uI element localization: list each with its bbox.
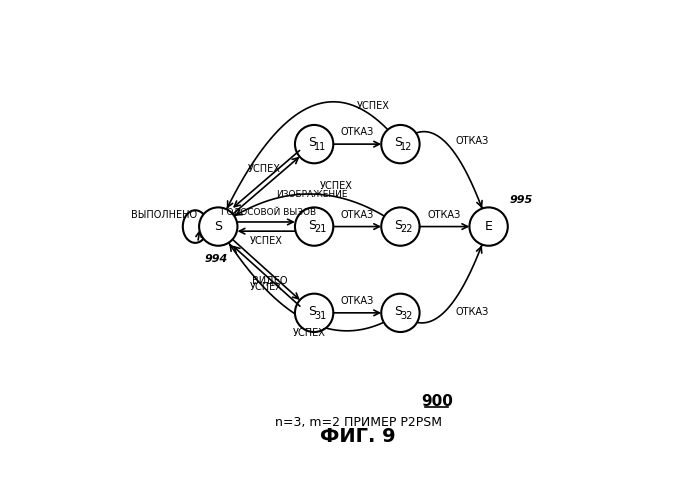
Text: ОТКАЗ: ОТКАЗ — [456, 136, 489, 146]
Text: УСПЕХ: УСПЕХ — [248, 164, 281, 174]
Text: S: S — [308, 305, 316, 318]
Circle shape — [295, 125, 333, 163]
Text: УСПЕХ: УСПЕХ — [250, 281, 282, 292]
Text: S: S — [394, 136, 403, 149]
Circle shape — [381, 125, 419, 163]
Text: 12: 12 — [401, 142, 412, 152]
Text: ГОЛОСОВОЙ ВЫЗОВ: ГОЛОСОВОЙ ВЫЗОВ — [221, 208, 316, 217]
Text: S: S — [394, 305, 403, 318]
Text: ОТКАЗ: ОТКАЗ — [456, 307, 489, 317]
Text: УСПЕХ: УСПЕХ — [293, 328, 326, 338]
Text: УСПЕХ: УСПЕХ — [320, 181, 353, 191]
Text: 32: 32 — [401, 311, 412, 321]
Text: ФИГ. 9: ФИГ. 9 — [320, 427, 396, 446]
Text: ОТКАЗ: ОТКАЗ — [428, 210, 461, 220]
Text: 995: 995 — [510, 196, 533, 206]
Text: ИЗОБРАЖЕНИЕ: ИЗОБРАЖЕНИЕ — [276, 190, 347, 199]
Text: ОТКАЗ: ОТКАЗ — [340, 296, 374, 306]
Circle shape — [470, 207, 507, 246]
Text: 900: 900 — [421, 394, 453, 409]
Text: n=3, m=2 ПРИМЕР P2PSM: n=3, m=2 ПРИМЕР P2PSM — [275, 416, 442, 429]
Text: E: E — [484, 220, 493, 233]
Text: 22: 22 — [401, 224, 413, 234]
Text: УСПЕХ: УСПЕХ — [250, 236, 282, 246]
Text: УСПЕХ: УСПЕХ — [356, 101, 389, 111]
Text: 994: 994 — [205, 254, 228, 264]
Text: 31: 31 — [314, 311, 326, 321]
Text: S: S — [308, 219, 316, 232]
Circle shape — [381, 207, 419, 246]
Text: 11: 11 — [314, 142, 326, 152]
Text: S: S — [215, 220, 222, 233]
Text: ОТКАЗ: ОТКАЗ — [340, 210, 374, 220]
Circle shape — [199, 207, 238, 246]
Text: ОТКАЗ: ОТКАЗ — [340, 127, 374, 137]
Circle shape — [295, 207, 333, 246]
Text: ВЫПОЛНЕНО: ВЫПОЛНЕНО — [131, 210, 197, 220]
Text: S: S — [308, 136, 316, 149]
Text: ВИДЕО: ВИДЕО — [252, 276, 288, 286]
Text: S: S — [394, 219, 403, 232]
Text: 21: 21 — [314, 224, 326, 234]
Circle shape — [381, 294, 419, 332]
Circle shape — [295, 294, 333, 332]
